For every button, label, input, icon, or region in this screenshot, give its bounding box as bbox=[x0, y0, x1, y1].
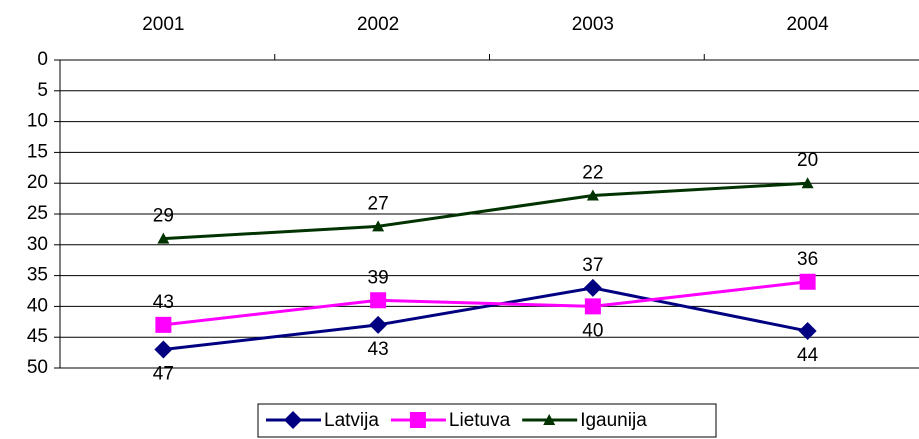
data-label: 36 bbox=[797, 249, 818, 270]
data-label: 39 bbox=[368, 267, 389, 288]
marker bbox=[284, 411, 302, 429]
y-tick-label: 50 bbox=[27, 357, 48, 378]
y-tick-label: 10 bbox=[27, 111, 48, 132]
x-tick-label: 2002 bbox=[357, 14, 399, 35]
data-label: 37 bbox=[582, 255, 603, 276]
y-tick-label: 5 bbox=[37, 80, 48, 101]
line bbox=[163, 280, 808, 327]
marker bbox=[372, 220, 385, 232]
marker bbox=[409, 412, 426, 428]
y-tick-label: 30 bbox=[27, 234, 48, 255]
data-label: 22 bbox=[582, 163, 603, 184]
marker bbox=[584, 298, 601, 315]
legend-label: Igaunija bbox=[580, 410, 647, 431]
x-tick-label: 2004 bbox=[786, 14, 829, 35]
y-tick-label: 20 bbox=[27, 172, 48, 193]
line bbox=[163, 286, 808, 352]
marker bbox=[154, 340, 173, 359]
y-tick-label: 45 bbox=[27, 326, 48, 347]
data-label: 27 bbox=[368, 193, 389, 214]
marker bbox=[583, 278, 602, 297]
marker bbox=[799, 273, 816, 290]
data-label: 44 bbox=[797, 345, 819, 366]
marker bbox=[543, 414, 556, 425]
legend-box bbox=[257, 403, 717, 438]
y-tick-label: 40 bbox=[27, 295, 48, 316]
y-tick-label: 25 bbox=[27, 203, 48, 224]
data-label: 43 bbox=[368, 339, 389, 360]
legend-label: Lietuva bbox=[449, 410, 511, 431]
marker bbox=[157, 232, 170, 244]
y-tick-label: 0 bbox=[37, 49, 48, 70]
x-tick-label: 2003 bbox=[572, 14, 614, 35]
y-tick-label: 15 bbox=[27, 141, 48, 162]
data-label: 47 bbox=[153, 364, 174, 385]
data-label: 29 bbox=[153, 206, 174, 227]
data-label: 40 bbox=[582, 320, 603, 341]
line bbox=[163, 181, 808, 241]
marker bbox=[801, 177, 814, 189]
marker bbox=[798, 322, 817, 341]
y-tick-label: 35 bbox=[27, 265, 48, 286]
marker bbox=[586, 189, 599, 201]
legend-label: Latvija bbox=[324, 410, 379, 431]
x-tick-label: 2001 bbox=[142, 14, 184, 35]
marker bbox=[369, 315, 388, 334]
data-label: 20 bbox=[797, 150, 818, 171]
marker bbox=[370, 292, 387, 309]
marker bbox=[155, 316, 172, 333]
data-label: 43 bbox=[153, 292, 174, 313]
